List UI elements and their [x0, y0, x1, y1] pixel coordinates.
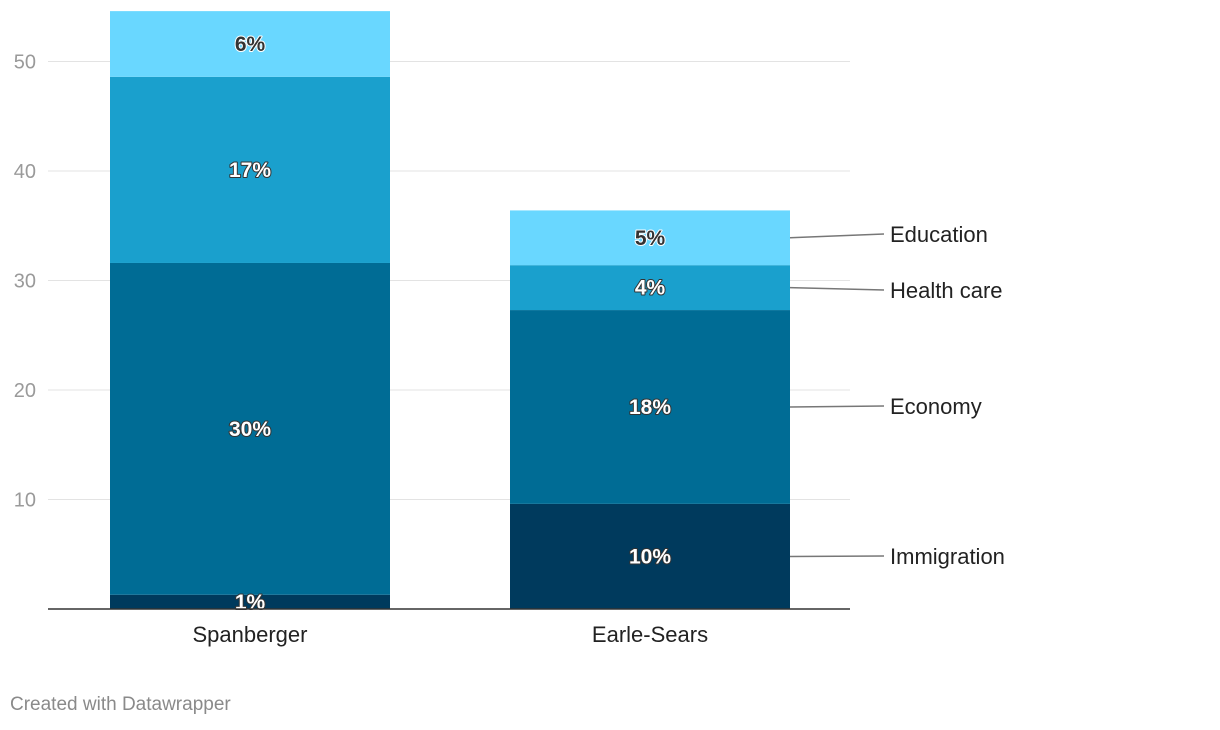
legend-connector: [789, 286, 885, 291]
y-tick-label: 50: [14, 52, 36, 74]
x-tick-label: Earle-Sears: [592, 622, 708, 647]
legend-label-education: Education: [890, 222, 988, 247]
bars: 1% 30% 17% 6% 10% 18% 4% 5%: [110, 11, 790, 615]
legend: Immigration Economy Health care Education: [789, 222, 1005, 569]
bar-segment-health-care-earle-sears: [510, 265, 790, 311]
bar-segment-immigration-spanberger: [110, 594, 390, 609]
legend-label-health-care: Health care: [890, 278, 1003, 303]
value-label-immigration-spanberger: 1%: [235, 591, 266, 614]
x-tick-label: Spanberger: [193, 622, 308, 647]
legend-label-immigration: Immigration: [890, 544, 1005, 569]
y-tick-label: 40: [14, 161, 36, 183]
value-label-education-earle-sears: 5%: [635, 227, 666, 250]
value-label-immigration-earle-sears: 10%: [629, 545, 671, 568]
value-label-health-care-earle-sears: 4%: [635, 277, 666, 300]
legend-label-economy: Economy: [890, 394, 982, 419]
bar-segment-immigration-earle-sears: [510, 503, 790, 609]
bar-segment-economy-earle-sears: [510, 310, 790, 504]
legend-connector: [789, 233, 885, 239]
value-label-economy-spanberger: 30%: [229, 418, 271, 441]
datawrapper-credit: Created with Datawrapper: [10, 694, 231, 715]
bar-segment-education-earle-sears: [510, 210, 790, 266]
legend-connector: [789, 405, 885, 408]
y-tick-label: 10: [14, 490, 36, 512]
y-axis: 10 20 30 40 50: [14, 52, 36, 512]
x-axis: Spanberger Earle-Sears: [193, 622, 709, 647]
bar-segment-education-spanberger: [110, 11, 390, 77]
bar-segment-health-care-spanberger: [110, 76, 390, 263]
bar-segment-economy-spanberger: [110, 262, 390, 595]
y-tick-label: 20: [14, 380, 36, 402]
y-tick-label: 30: [14, 271, 36, 293]
value-label-health-care-spanberger: 17%: [229, 159, 271, 182]
value-label-education-spanberger: 6%: [235, 33, 266, 56]
value-label-economy-earle-sears: 18%: [629, 396, 671, 419]
